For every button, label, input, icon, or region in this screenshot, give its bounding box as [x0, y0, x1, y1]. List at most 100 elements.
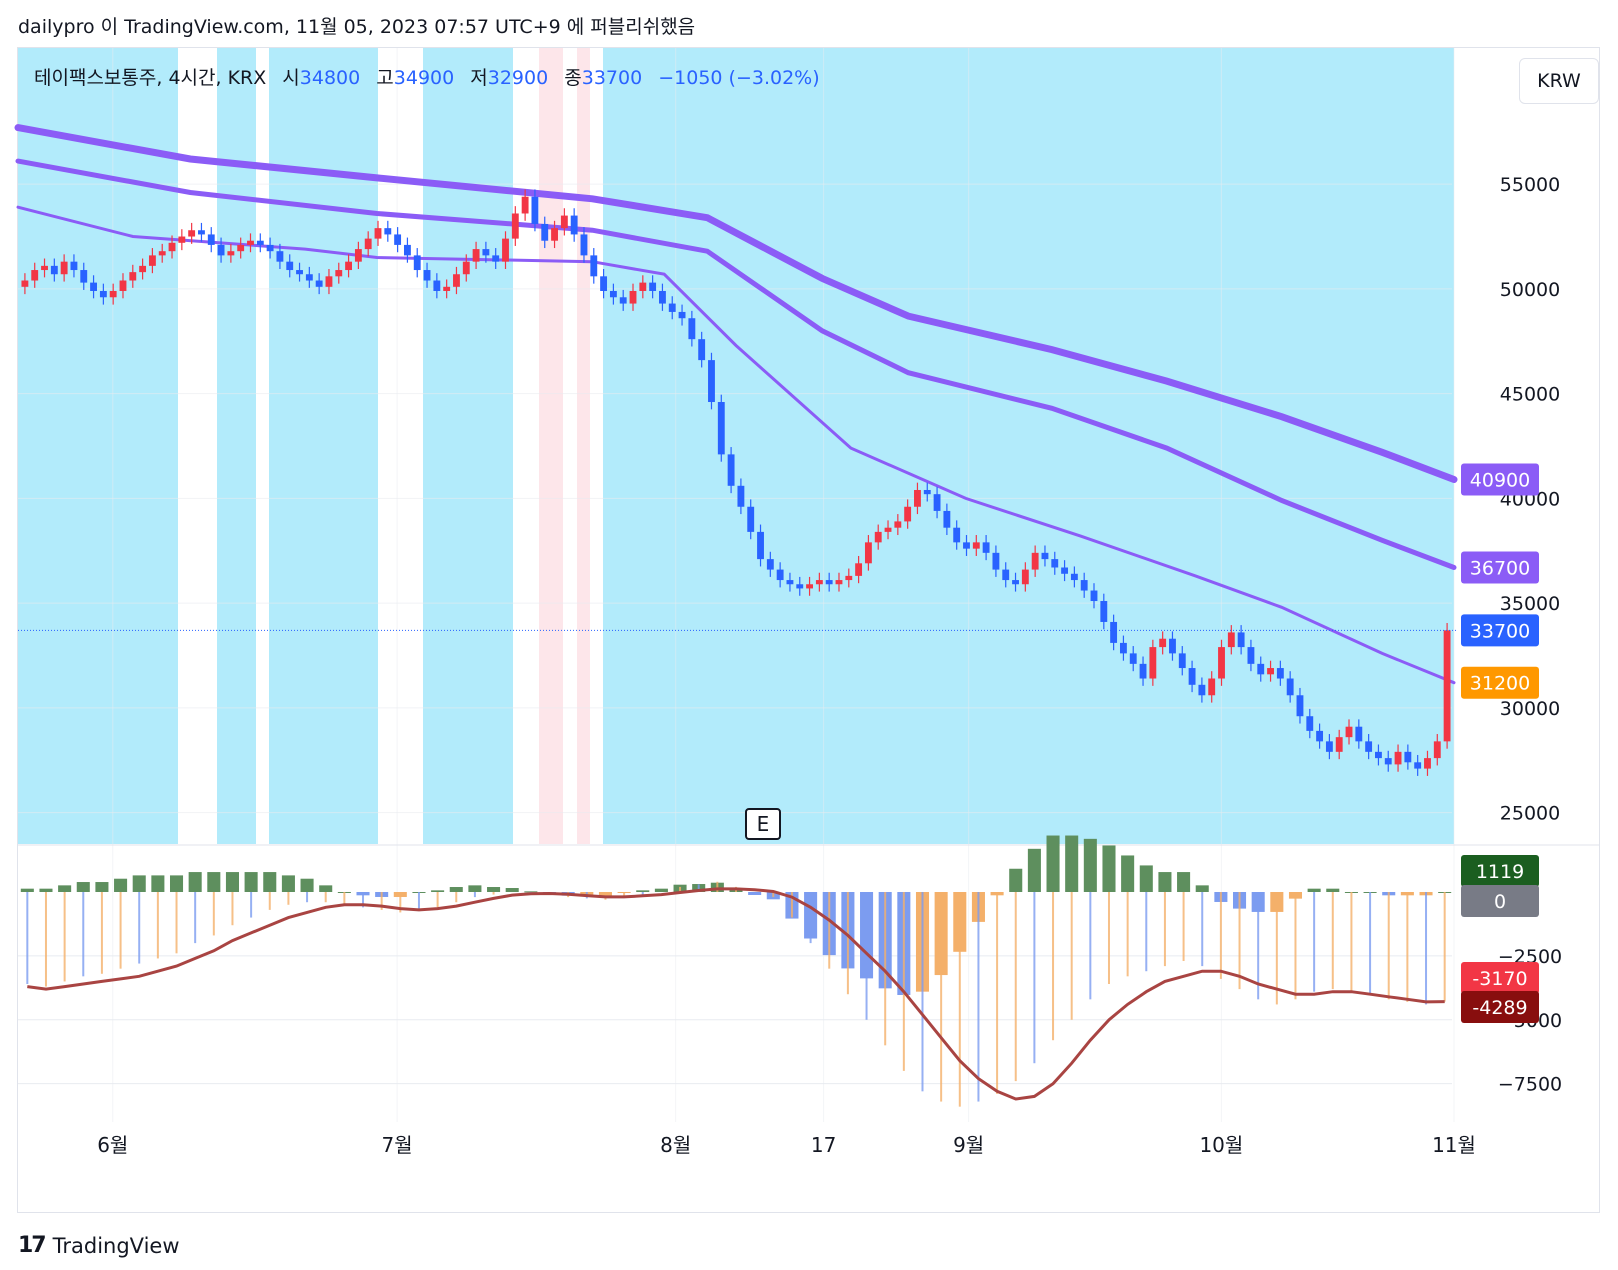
osc-label-badge	[1461, 962, 1539, 994]
osc-label-badge	[1461, 855, 1539, 887]
price-labels: 40900 36700 33700 31200 1119 0 -3170 -4289	[1461, 463, 1539, 1023]
candle-body	[864, 542, 872, 564]
macd-value-bar	[1145, 892, 1148, 972]
close-label: 종	[564, 67, 582, 89]
candle-body	[668, 303, 676, 312]
candle-body	[1267, 668, 1274, 675]
macd-value-bar	[1257, 892, 1260, 1000]
x-tick-label: 6월	[97, 1133, 128, 1157]
candle-body	[1149, 647, 1157, 679]
macd-value-bar	[1313, 892, 1316, 992]
candle-body	[806, 584, 813, 589]
macd-value-bar	[362, 892, 365, 908]
macd-value-bar	[324, 892, 327, 903]
candle-body	[345, 261, 353, 271]
zone-gap	[577, 48, 590, 844]
candle-body	[394, 234, 402, 245]
y-tick-label: 30000	[1500, 698, 1560, 720]
osc-label: 1119	[1476, 861, 1524, 883]
macd-value-bar	[623, 892, 626, 898]
change-value: −1050 (−3.02%)	[658, 67, 820, 89]
price-label-badge	[1461, 666, 1539, 699]
candle-body	[168, 242, 176, 252]
macd-bar	[748, 892, 762, 895]
macd-value-bar	[1089, 892, 1092, 1000]
candle-body	[1365, 741, 1373, 752]
open-value: 34800	[299, 67, 361, 89]
macd-bar	[1158, 872, 1172, 892]
macd-value-bar	[697, 884, 700, 892]
macd-value-bar	[473, 892, 476, 898]
price-label: 36700	[1470, 557, 1530, 579]
candle-body	[1404, 751, 1412, 763]
earnings-marker[interactable]: E	[745, 808, 781, 840]
macd-value-bar	[82, 892, 85, 977]
tradingview-logo-icon[interactable]: 17	[18, 1233, 47, 1258]
macd-value-bar	[231, 892, 234, 926]
x-tick-label: 7월	[382, 1133, 413, 1157]
osc-label: -4289	[1472, 997, 1527, 1019]
macd-value-bar	[63, 892, 66, 982]
macd-value-bar	[343, 892, 346, 905]
macd-bar	[132, 875, 146, 892]
candle-body	[1159, 638, 1167, 648]
macd-bar	[95, 882, 109, 892]
candle-body	[256, 240, 264, 245]
candle-body	[796, 584, 804, 589]
candle-body	[1394, 751, 1402, 765]
macd-value-bar	[268, 892, 271, 910]
candle-body	[649, 282, 657, 291]
candle-body	[904, 506, 912, 522]
macd-lines	[27, 887, 1445, 1101]
macd-value-bar	[772, 892, 775, 898]
macd-bar	[468, 885, 482, 892]
macd-value-bar	[492, 892, 495, 895]
macd-value-bar	[119, 892, 122, 969]
macd-bar	[654, 888, 668, 892]
candle-body	[1169, 638, 1176, 654]
candle-body	[580, 234, 588, 256]
candle-body	[1355, 726, 1363, 742]
candle-body	[50, 265, 58, 275]
macd-value-bar	[1070, 892, 1073, 1020]
candle-body	[472, 249, 480, 262]
candle-body	[933, 494, 941, 511]
candle-body	[963, 542, 970, 549]
macd-value-bar	[44, 892, 47, 987]
candle-body	[109, 290, 117, 298]
candles	[18, 189, 1458, 776]
macd-value-bar	[996, 892, 999, 1094]
candle-body	[1198, 684, 1206, 696]
candle-body	[1345, 726, 1353, 738]
candle-body	[1316, 730, 1324, 742]
footer-brand[interactable]: TradingView	[52, 1233, 180, 1258]
ma-line-3	[16, 205, 1456, 685]
moving-averages	[14, 124, 1458, 685]
macd-value-bar	[1163, 892, 1166, 967]
currency-button[interactable]: KRW	[1519, 58, 1599, 104]
candle-body	[1012, 580, 1019, 585]
candle-body	[943, 510, 951, 528]
candle-body	[1443, 630, 1451, 742]
candle-body	[717, 402, 725, 455]
low-value: 32900	[487, 67, 549, 89]
zone-gap	[590, 48, 603, 844]
candle-body	[21, 280, 29, 287]
zone-gap	[178, 48, 217, 844]
macd-value-bar	[846, 892, 849, 995]
candle-body	[619, 297, 627, 304]
candle-body	[354, 249, 362, 262]
macd-value-bar	[1182, 892, 1185, 961]
candle-body	[296, 270, 303, 275]
candle-body	[914, 489, 921, 507]
price-label: 40900	[1470, 470, 1530, 492]
macd-value-bar	[1126, 892, 1129, 977]
y-tick-label: 55000	[1500, 174, 1560, 196]
macd-bar	[281, 875, 295, 892]
candle-body	[629, 290, 637, 304]
macd-value-bar	[958, 892, 961, 1107]
candle-body	[276, 251, 284, 262]
x-tick-label: 9월	[953, 1133, 984, 1157]
macd-bar	[300, 878, 314, 892]
